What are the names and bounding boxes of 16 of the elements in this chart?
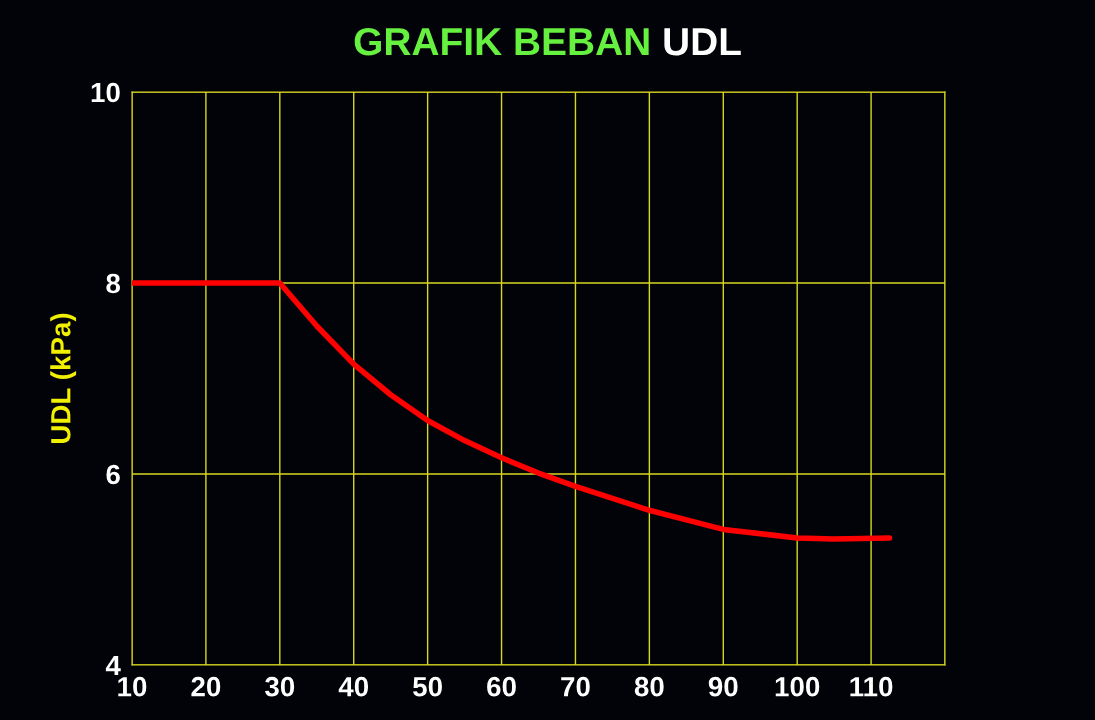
y-tick-label: 6 [106, 464, 120, 485]
chart-title: GRAFIK BEBAN UDL [354, 27, 741, 56]
x-tick-label: 50 [413, 676, 442, 697]
y-axis-title: UDL (kPa) [50, 313, 77, 443]
x-tick-label: 60 [487, 676, 516, 697]
x-tick-label: 20 [191, 676, 221, 697]
x-tick-label: 100 [775, 676, 820, 697]
x-tick-label: 70 [561, 676, 590, 697]
y-tick-label: 4 [105, 655, 121, 676]
x-tick-label: 40 [338, 676, 369, 697]
x-tick-label: 110 [850, 676, 893, 697]
x-tick-label: 80 [634, 676, 664, 697]
y-tick-label: 8 [106, 273, 121, 294]
x-tick-label: 30 [265, 676, 295, 697]
x-tick-label: 90 [708, 676, 738, 697]
y-tick-label: 10 [91, 82, 120, 103]
